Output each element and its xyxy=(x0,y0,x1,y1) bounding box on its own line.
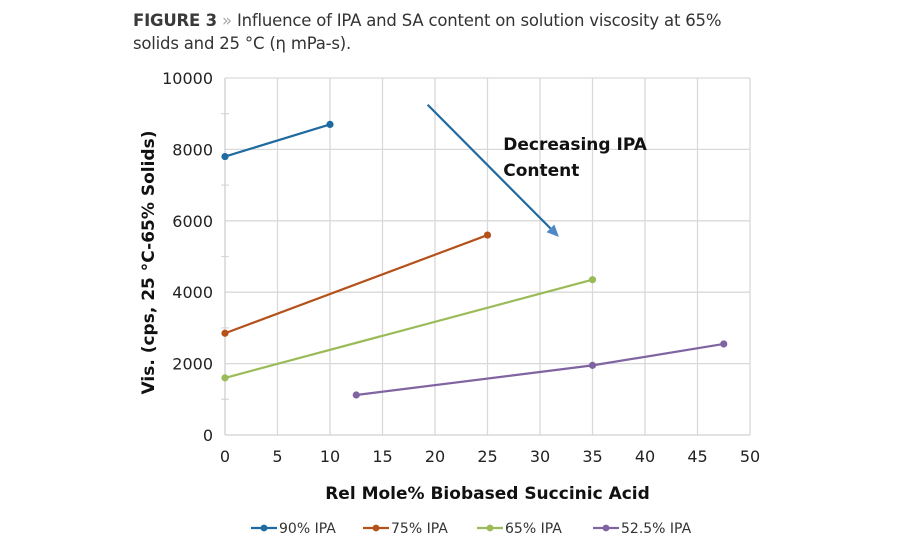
y-tick-label: 2000 xyxy=(172,355,213,374)
legend-marker-icon xyxy=(602,524,610,532)
legend-item: 52.5% IPA xyxy=(593,521,692,537)
grid xyxy=(221,77,751,435)
x-tick-label: 10 xyxy=(320,447,340,466)
x-tick-label: 20 xyxy=(425,447,445,466)
x-tick-label: 40 xyxy=(635,447,655,466)
data-point xyxy=(352,391,360,399)
data-point xyxy=(483,231,492,239)
series-group xyxy=(221,120,728,399)
y-tick-label: 8000 xyxy=(172,140,213,159)
x-tick-label: 25 xyxy=(477,447,497,466)
data-point xyxy=(221,329,229,337)
data-point xyxy=(588,276,597,284)
series-52-5-ipa xyxy=(352,340,728,399)
trend-arrow-head-icon xyxy=(546,224,559,237)
trend-arrow-shaft xyxy=(426,103,552,230)
annotations: Decreasing IPA Content xyxy=(426,103,648,237)
annotation-text-line2: Content xyxy=(503,161,579,181)
series-line xyxy=(224,234,488,335)
x-tick-label: 0 xyxy=(220,447,230,466)
legend-label: 65% IPA xyxy=(505,521,562,537)
legend: 90% IPA 75% IPA 65% IPA 52.5% IPA xyxy=(251,521,692,537)
y-tick-labels: 0 2000 4000 6000 8000 10000 xyxy=(162,69,213,445)
annotation-text-line1: Decreasing IPA xyxy=(503,135,647,155)
data-point xyxy=(221,374,229,382)
figure-label: FIGURE 3 xyxy=(133,11,217,30)
x-tick-label: 45 xyxy=(687,447,707,466)
series-90-ipa xyxy=(221,120,334,161)
x-axis-title: Rel Mole% Biobased Succinic Acid xyxy=(325,484,650,504)
legend-item: 75% IPA xyxy=(363,521,448,537)
legend-item: 90% IPA xyxy=(251,521,336,537)
x-tick-label: 50 xyxy=(740,447,760,466)
series-line xyxy=(224,123,331,158)
legend-label: 90% IPA xyxy=(279,521,336,537)
data-point xyxy=(588,361,597,369)
legend-marker-icon xyxy=(372,524,380,532)
caption-separator: » xyxy=(222,11,232,30)
data-point xyxy=(326,120,334,129)
series-75-ipa xyxy=(221,231,492,337)
legend-label: 75% IPA xyxy=(391,521,448,537)
series-65-ipa xyxy=(221,276,597,382)
y-tick-label: 0 xyxy=(203,426,213,445)
x-tick-labels: 0 5 10 15 20 25 30 35 40 45 50 xyxy=(220,447,760,466)
y-axis-title: Vis. (cps, 25 °C-65% Solids) xyxy=(139,131,159,395)
data-point xyxy=(221,152,229,161)
x-tick-label: 35 xyxy=(582,447,602,466)
caption-text-line1: Influence of IPA and SA content on solut… xyxy=(231,11,722,30)
legend-item: 65% IPA xyxy=(477,521,562,537)
caption-text-line2: solids and 25 °C (η mPa-s). xyxy=(133,34,352,53)
y-tick-label: 4000 xyxy=(172,283,213,302)
data-point xyxy=(720,340,728,348)
y-tick-label: 6000 xyxy=(172,212,213,231)
x-tick-label: 30 xyxy=(530,447,550,466)
x-tick-label: 5 xyxy=(272,447,282,466)
legend-marker-icon xyxy=(486,524,494,532)
series-line xyxy=(224,278,593,379)
x-tick-label: 15 xyxy=(372,447,392,466)
figure-caption: FIGURE 3 » Influence of IPA and SA conte… xyxy=(133,9,783,55)
legend-label: 52.5% IPA xyxy=(621,521,692,537)
legend-marker-icon xyxy=(260,524,268,532)
y-tick-label: 10000 xyxy=(162,69,213,88)
